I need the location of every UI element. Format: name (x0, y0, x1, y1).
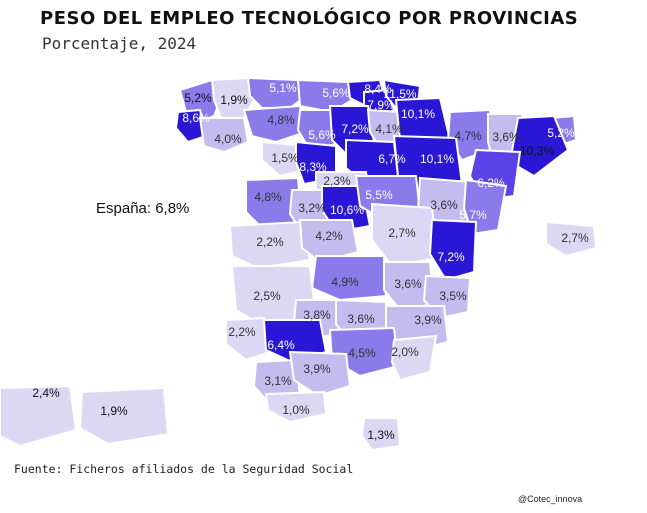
province-value-label: 2,3% (323, 174, 351, 188)
province-value-label: 2,4% (32, 386, 60, 400)
province-value-label: 2,0% (391, 345, 419, 359)
province-value-label: 3,6% (492, 130, 520, 144)
province-region (545, 220, 598, 258)
province-region (228, 220, 312, 270)
province-region (174, 108, 208, 144)
province-value-label: 3,8% (303, 308, 331, 322)
province-value-label: 5,6% (308, 128, 336, 142)
province-value-label: 4,7% (454, 129, 482, 143)
province-labels: 5,2% 1,9% 5,1% 5,6% 8,4% 7,9%11,5% 8,6% 4,0% 4,8… (32, 81, 589, 442)
province-value-label: 5,5% (365, 188, 393, 202)
province-value-label: 4,8% (267, 113, 295, 127)
province-value-label: 3,1% (264, 374, 292, 388)
province-value-label: 3,6% (347, 312, 375, 326)
province-region (225, 316, 272, 362)
province-value-label: 1,5% (271, 151, 299, 165)
province-value-label: 1,0% (282, 403, 310, 417)
province-value-label: 7,2% (437, 250, 465, 264)
province-value-label: 11,5% (383, 87, 416, 101)
province-value-label: 5,1% (269, 81, 297, 95)
province-value-label: 8,3% (299, 160, 327, 174)
province-region (242, 104, 308, 144)
province-value-label: 6,2% (477, 176, 505, 190)
province-value-label: 5,7% (459, 208, 487, 222)
province-value-label: 10,1% (401, 107, 435, 121)
province-region (360, 417, 402, 452)
province-region (462, 178, 508, 236)
source-note: Fuente: Ficheros afiliados de la Segurid… (14, 462, 354, 476)
province-region (264, 390, 328, 424)
province-value-label: 10,3% (520, 144, 554, 158)
province-value-label: 2,7% (561, 231, 589, 245)
province-value-label: 2,2% (256, 235, 284, 249)
province-value-label: 5,6% (322, 86, 350, 100)
province-value-label: 2,7% (388, 226, 416, 240)
map-subtitle: Porcentaje, 2024 (42, 34, 197, 53)
province-value-label: 3,6% (394, 277, 422, 291)
province-value-label: 7,9% (367, 98, 395, 112)
spain-average-label: España: 6,8% (96, 200, 190, 217)
credit-handle: @Cotec_innova (518, 494, 583, 504)
province-value-label: 5,2% (547, 126, 575, 140)
province-value-label: 10,6% (330, 203, 364, 217)
province-value-label: 10,1% (420, 152, 454, 166)
province-value-label: 2,5% (253, 289, 281, 303)
province-value-label: 1,9% (100, 404, 128, 418)
province-value-label: 4,1% (375, 122, 403, 136)
province-value-label: 4,9% (331, 275, 359, 289)
province-value-label: 3,9% (414, 313, 442, 327)
province-value-label: 2,2% (228, 325, 256, 339)
province-value-label: 4,5% (348, 346, 376, 360)
province-value-label: 4,0% (214, 132, 242, 146)
province-value-label: 8,4% (364, 82, 392, 96)
province-value-label: 5,2% (184, 91, 212, 105)
province-region (390, 334, 438, 382)
province-region (428, 218, 478, 282)
province-value-label: 4,2% (315, 229, 343, 243)
province-value-label: 3,5% (439, 289, 467, 303)
province-value-label: 1,3% (367, 428, 395, 442)
province-value-label: 6,7% (378, 152, 406, 166)
province-value-label: 8,6% (182, 111, 210, 125)
province-value-label: 4,8% (254, 190, 282, 204)
province-region (288, 350, 352, 398)
province-value-label: 3,2% (298, 201, 326, 215)
province-value-label: 6,4% (267, 338, 295, 352)
province-value-label: 3,9% (303, 362, 331, 376)
province-shapes (0, 76, 598, 452)
province-region (198, 117, 250, 154)
province-region (78, 386, 170, 446)
province-value-label: 3,6% (430, 198, 458, 212)
province-region (0, 384, 78, 448)
map-title: PESO DEL EMPLEO TECNOLÓGICO POR PROVINCI… (40, 8, 579, 29)
province-value-label: 1,9% (220, 93, 248, 107)
province-value-label: 7,2% (341, 122, 369, 136)
